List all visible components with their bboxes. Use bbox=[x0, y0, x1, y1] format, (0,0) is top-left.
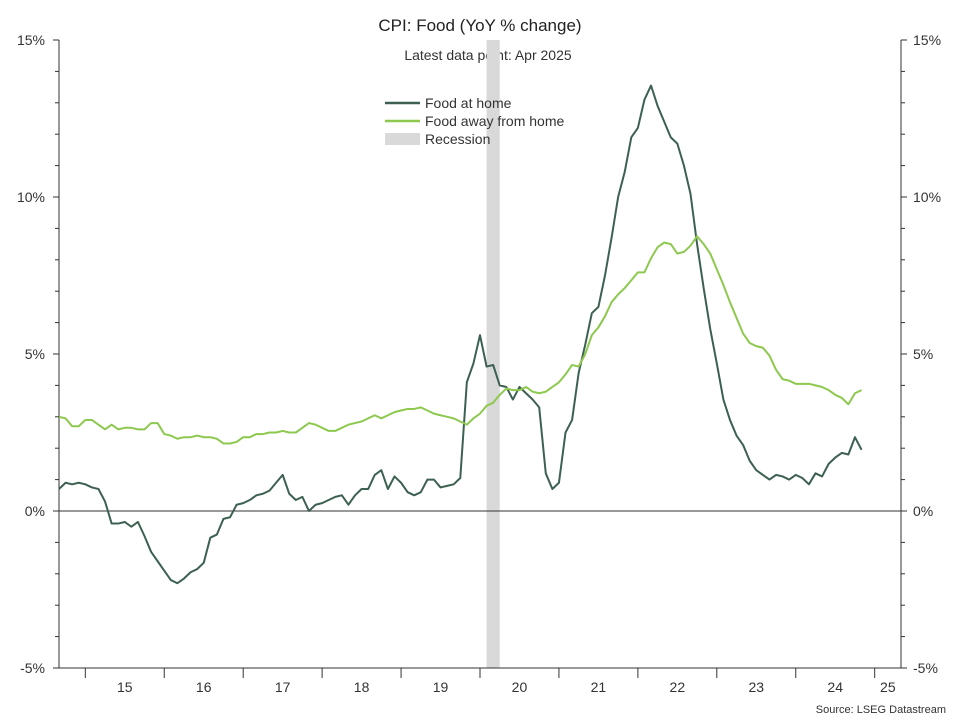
legend: Food at home Food away from home Recessi… bbox=[385, 95, 564, 147]
x-tick-label: 18 bbox=[354, 679, 370, 695]
x-tick-label: 16 bbox=[196, 679, 212, 695]
y-tick-label-right: 5% bbox=[913, 346, 933, 362]
axes-layer: -5% -5% 0% 0% 5% 5% 10% 10% 15% 15% 15 16 17 18 19 20 21… bbox=[17, 32, 941, 695]
x-tick-label: 21 bbox=[591, 679, 607, 695]
y-tick-label-right: 0% bbox=[913, 503, 933, 519]
legend-swatch-recession bbox=[385, 133, 420, 145]
series-line-food-away-from-home bbox=[58, 235, 862, 445]
x-tick-label: 20 bbox=[512, 679, 528, 695]
x-tick-label: 25 bbox=[880, 679, 896, 695]
legend-label-food-away-from-home: Food away from home bbox=[425, 113, 564, 129]
x-tick-label: 22 bbox=[670, 679, 686, 695]
y-tick-label-left: 10% bbox=[17, 189, 45, 205]
x-tick-label: 24 bbox=[827, 679, 843, 695]
y-tick-label-right: -5% bbox=[913, 660, 938, 676]
x-tick-label: 15 bbox=[117, 679, 133, 695]
source-note: Source: LSEG Datastream bbox=[816, 704, 946, 716]
legend-label-food-at-home: Food at home bbox=[425, 95, 512, 111]
y-tick-label-left: 0% bbox=[25, 503, 45, 519]
y-tick-label-left: 5% bbox=[25, 346, 45, 362]
x-tick-label: 17 bbox=[275, 679, 291, 695]
y-tick-label-left: 15% bbox=[17, 32, 45, 48]
y-tick-label-right: 15% bbox=[913, 32, 941, 48]
legend-label-recession: Recession bbox=[425, 131, 490, 147]
series-line-food-at-home bbox=[58, 84, 863, 585]
y-tick-label-left: -5% bbox=[20, 660, 45, 676]
chart-title: CPI: Food (YoY % change) bbox=[378, 16, 581, 35]
x-tick-label: 19 bbox=[433, 679, 449, 695]
x-tick-label: 23 bbox=[748, 679, 764, 695]
series-layer bbox=[58, 84, 863, 585]
y-tick-label-right: 10% bbox=[913, 189, 941, 205]
